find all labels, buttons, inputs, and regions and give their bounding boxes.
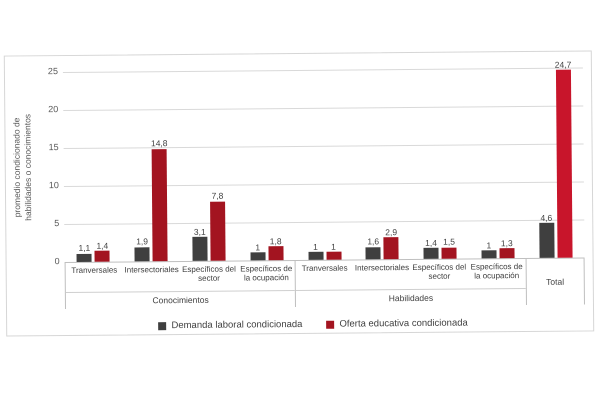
bar-demanda: 1: [250, 242, 266, 261]
bar-value-label: 1,4: [425, 237, 437, 248]
category-label: Intersectoriales: [124, 265, 179, 275]
y-tick-label: 15: [48, 142, 59, 153]
bar-value-label: 14,8: [150, 138, 168, 149]
category-labels: Tranversales Intersectoriales Específicos …: [66, 261, 296, 292]
category-labels: Tranversales Intersectoriales Específicos …: [296, 259, 526, 290]
y-axis-title-line2: habilidades o conocimientos: [21, 113, 33, 221]
chart-frame: promedio condicionado de habilidades o c…: [3, 50, 595, 337]
legend: Demanda laboral condicionada Oferta educa…: [41, 317, 585, 333]
bar-oferta: 7,8: [210, 191, 226, 261]
category-cell: 1,6 2,9: [352, 69, 411, 260]
bar-value-label: 7,8: [211, 190, 224, 201]
bar-oferta: 1: [326, 242, 342, 260]
y-tick-label: 25: [47, 66, 58, 77]
legend-entry: Oferta educativa condicionada: [326, 317, 468, 330]
category-label: Específicos del sector: [182, 264, 236, 284]
category-label: Tranversales: [301, 263, 348, 273]
bars-group-habilidades: 1 1 1,6 2,9 1,4 1,5 1 1,3: [294, 68, 527, 260]
y-axis-ticks: 0 5 10 15 20 25: [39, 66, 65, 266]
axis-group-conocimientos: Tranversales Intersectoriales Específicos …: [64, 261, 297, 310]
bar-demanda: 1,4: [423, 238, 439, 259]
bar-value-label: 1: [486, 240, 492, 251]
category-label: Tranversales: [71, 265, 118, 275]
category-cell: 1 1,8: [236, 70, 295, 261]
category-cell: 1,1 1,4: [63, 72, 122, 262]
bar-demanda: 1: [481, 240, 497, 259]
category-cell: 1,4 1,5: [410, 69, 469, 259]
y-tick-label: 10: [48, 180, 59, 191]
bar-oferta: 1,4: [94, 241, 110, 262]
bar-oferta: 1,8: [268, 236, 284, 261]
category-cell: 3,1 7,8: [178, 71, 237, 261]
bar-demanda: 1,1: [76, 243, 92, 262]
bar-oferta: 1,3: [499, 238, 515, 259]
category-label: Específicos de la ocupación: [240, 264, 293, 283]
legend-label: Oferta educativa condicionada: [339, 317, 468, 330]
legend-label: Demanda laboral condicionada: [171, 318, 303, 332]
bar-value-label: 1,4: [96, 240, 109, 251]
category-label: Específicos de la ocupación: [470, 262, 523, 281]
bar-value-label: 3,1: [193, 226, 206, 237]
y-axis-title: promedio condicionado de habilidades o c…: [11, 72, 34, 262]
legend-swatch-icon: [326, 320, 335, 329]
group-label: Conocimientos: [65, 290, 296, 310]
x-axis-labels: Tranversales Intersectoriales Específicos …: [64, 257, 585, 310]
legend-entry: Demanda laboral condicionada: [158, 318, 303, 332]
bar-value-label: 1,3: [500, 237, 513, 248]
bar-value-label: 4,6: [540, 212, 553, 223]
bar-value-label: 2,9: [385, 226, 398, 237]
plot-row: 0 5 10 15 20 25 1,1 1,4 1,9 14,8 3,1 7,8 1 1,8 1 1 1,6 2…: [39, 59, 585, 266]
bar-value-label: 1,5: [443, 236, 455, 247]
bar-value-label: 1,9: [136, 236, 149, 247]
bar-value-label: 1: [255, 242, 261, 253]
legend-swatch-icon: [158, 321, 167, 330]
group-label: Habilidades: [296, 288, 526, 308]
axis-group-total: Total: [526, 258, 585, 306]
group-label: Total: [546, 276, 565, 287]
y-tick-label: 5: [54, 218, 60, 229]
bar-demanda: 3,1: [192, 227, 208, 261]
category-cell: 1,9 14,8: [121, 71, 180, 262]
bar-value-label: 1,6: [367, 236, 380, 247]
bar-demanda: 1,6: [365, 237, 381, 260]
category-cell: 1 1,3: [467, 68, 526, 259]
bars-row: 1,1 1,4 1,9 14,8 3,1 7,8 1 1,8 1 1 1,6 2,9 1,4 1,5 1 1,…: [63, 59, 585, 263]
plot-area: 1,1 1,4 1,9 14,8 3,1 7,8 1 1,8 1 1 1,6 2,9 1,4 1,5 1 1,…: [62, 59, 585, 263]
y-tick-label: 20: [48, 104, 59, 115]
bar-value-label: 1,1: [78, 242, 91, 254]
bar-value-label: 1: [331, 241, 336, 252]
bar-value-label: 1: [313, 241, 318, 252]
category-label: Específicos del sector: [412, 262, 467, 282]
bars-group-total: 4,6 24,7: [525, 59, 584, 258]
bars-group-conocimientos: 1,1 1,4 1,9 14,8 3,1 7,8 1 1,8: [63, 70, 296, 262]
bar-demanda: 4,6: [538, 212, 555, 258]
bar-demanda: 1,9: [134, 236, 150, 262]
y-tick-label: 0: [54, 256, 60, 267]
bar-oferta: 24,7: [555, 59, 573, 258]
bar-value-label: 24,7: [554, 59, 572, 70]
bar-oferta: 1,5: [441, 237, 457, 259]
axis-group-habilidades: Tranversales Intersectoriales Específicos …: [295, 259, 527, 308]
bar-oferta: 14,8: [151, 138, 168, 262]
bar-oferta: 2,9: [383, 227, 399, 260]
bar-demanda: 1: [308, 242, 324, 260]
category-label: Intersectoriales: [354, 263, 410, 273]
bar-chart: promedio condicionado de habilidades o c…: [5, 51, 593, 335]
bar-value-label: 1,8: [269, 235, 282, 247]
category-cell: 4,6 24,7: [525, 59, 584, 258]
